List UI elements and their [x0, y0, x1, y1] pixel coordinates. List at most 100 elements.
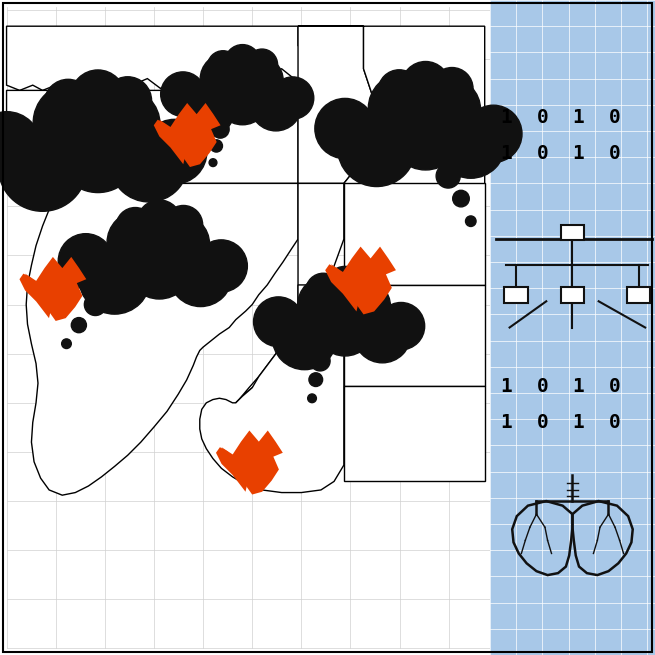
- Circle shape: [104, 77, 151, 124]
- Circle shape: [246, 49, 278, 80]
- Circle shape: [436, 164, 460, 188]
- Circle shape: [87, 88, 160, 161]
- Polygon shape: [331, 246, 396, 314]
- Polygon shape: [344, 386, 485, 481]
- Circle shape: [298, 276, 355, 333]
- Circle shape: [225, 45, 260, 81]
- Polygon shape: [25, 257, 86, 321]
- Bar: [490, 0, 655, 655]
- Polygon shape: [20, 274, 51, 318]
- Text: 0: 0: [608, 108, 620, 128]
- Circle shape: [178, 79, 235, 137]
- Circle shape: [306, 273, 341, 308]
- FancyBboxPatch shape: [627, 287, 650, 303]
- Text: 0: 0: [536, 108, 548, 128]
- Polygon shape: [229, 183, 344, 409]
- Polygon shape: [344, 285, 485, 386]
- Circle shape: [138, 200, 181, 244]
- Circle shape: [84, 293, 106, 316]
- Circle shape: [271, 77, 314, 119]
- Circle shape: [250, 80, 301, 131]
- Circle shape: [58, 234, 113, 289]
- Circle shape: [378, 70, 421, 112]
- Circle shape: [390, 98, 462, 170]
- Circle shape: [200, 54, 252, 105]
- Circle shape: [315, 98, 375, 159]
- Circle shape: [195, 240, 248, 292]
- Circle shape: [160, 72, 205, 117]
- Circle shape: [377, 303, 424, 350]
- Polygon shape: [221, 430, 283, 495]
- Polygon shape: [159, 103, 221, 167]
- Circle shape: [349, 271, 384, 307]
- Text: 1: 1: [500, 108, 512, 128]
- Polygon shape: [200, 285, 344, 493]
- Text: 1: 1: [500, 377, 512, 396]
- Text: 0: 0: [608, 377, 620, 396]
- Circle shape: [337, 280, 390, 333]
- Polygon shape: [7, 26, 321, 90]
- Text: 1: 1: [500, 144, 512, 164]
- Circle shape: [110, 124, 188, 202]
- Text: 1: 1: [572, 144, 584, 164]
- Circle shape: [57, 111, 139, 193]
- Circle shape: [164, 206, 202, 244]
- Polygon shape: [26, 183, 298, 495]
- Text: 0: 0: [608, 413, 620, 432]
- Circle shape: [436, 109, 506, 178]
- Circle shape: [169, 243, 233, 307]
- FancyBboxPatch shape: [561, 287, 584, 303]
- Circle shape: [212, 121, 229, 138]
- Circle shape: [33, 84, 111, 162]
- Circle shape: [45, 79, 92, 127]
- Circle shape: [79, 242, 151, 314]
- Text: 1: 1: [572, 108, 584, 128]
- Polygon shape: [154, 120, 185, 164]
- Circle shape: [431, 67, 473, 109]
- Polygon shape: [216, 447, 248, 492]
- Circle shape: [0, 122, 87, 212]
- Text: 1: 1: [572, 413, 584, 432]
- Circle shape: [71, 318, 86, 333]
- Circle shape: [215, 71, 269, 125]
- Text: 1: 1: [500, 413, 512, 432]
- Polygon shape: [7, 90, 298, 183]
- Circle shape: [0, 111, 41, 180]
- Text: 0: 0: [536, 377, 548, 396]
- Circle shape: [465, 105, 522, 162]
- Polygon shape: [298, 26, 485, 134]
- FancyBboxPatch shape: [504, 287, 528, 303]
- Circle shape: [310, 351, 330, 371]
- Circle shape: [308, 394, 316, 403]
- Circle shape: [368, 73, 438, 143]
- Circle shape: [253, 297, 303, 346]
- Text: 0: 0: [536, 144, 548, 164]
- Text: 1: 1: [572, 377, 584, 396]
- Circle shape: [142, 119, 207, 184]
- Circle shape: [402, 62, 450, 110]
- Circle shape: [453, 191, 469, 207]
- Text: 0: 0: [536, 413, 548, 432]
- Polygon shape: [344, 108, 485, 239]
- Polygon shape: [344, 183, 485, 285]
- Circle shape: [126, 233, 193, 299]
- Circle shape: [354, 306, 411, 363]
- Circle shape: [209, 159, 217, 166]
- Circle shape: [337, 108, 416, 187]
- Circle shape: [62, 339, 71, 348]
- Polygon shape: [298, 26, 377, 183]
- Text: 0: 0: [608, 144, 620, 164]
- Circle shape: [416, 77, 481, 142]
- Circle shape: [210, 140, 223, 152]
- Circle shape: [325, 267, 365, 307]
- Circle shape: [466, 216, 476, 227]
- Circle shape: [116, 208, 155, 246]
- Circle shape: [208, 50, 238, 82]
- Circle shape: [235, 56, 283, 104]
- Polygon shape: [326, 264, 359, 312]
- Circle shape: [151, 214, 210, 274]
- Circle shape: [315, 296, 375, 356]
- Circle shape: [107, 211, 170, 274]
- FancyBboxPatch shape: [561, 225, 584, 240]
- Circle shape: [71, 70, 125, 124]
